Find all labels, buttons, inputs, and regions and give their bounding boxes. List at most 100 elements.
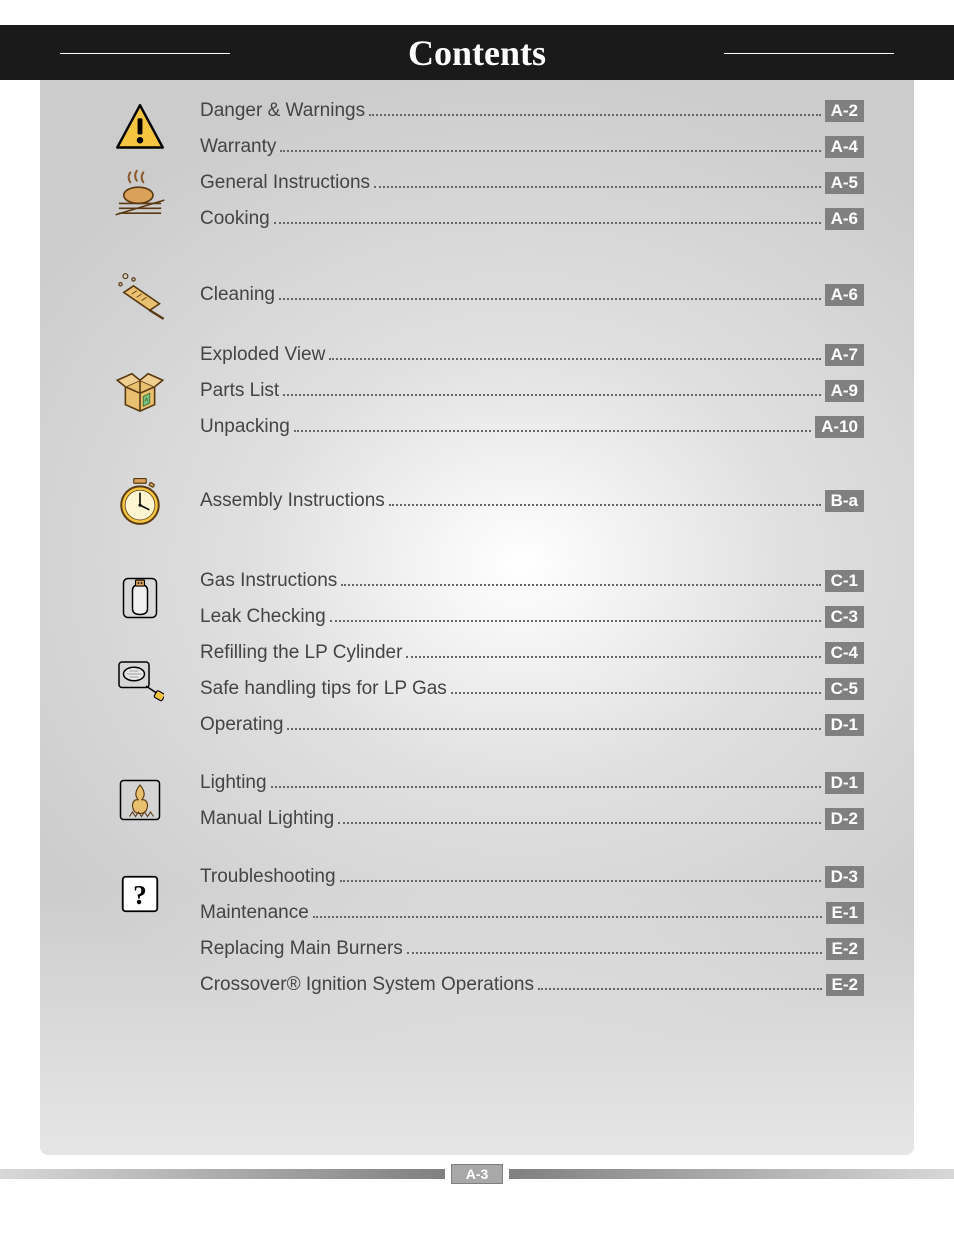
toc-group: ? Troubleshooting D-3 Maintenance E-1 Re… bbox=[80, 866, 864, 1010]
toc-row: Assembly Instructions B-a bbox=[200, 490, 864, 512]
toc-page-chip: A-5 bbox=[825, 172, 864, 194]
toc-leader-dots bbox=[294, 430, 811, 432]
toc-leader-dots bbox=[538, 988, 822, 990]
toc-lines: Gas Instructions C-1 Leak Checking C-3 R… bbox=[200, 570, 864, 750]
toc-leader-dots bbox=[407, 952, 822, 954]
cleaning-brush-icon bbox=[112, 266, 168, 322]
toc-label: Unpacking bbox=[200, 416, 290, 438]
header-bar: Contents bbox=[0, 25, 954, 80]
toc-label: Troubleshooting bbox=[200, 866, 336, 888]
toc-page-chip: C-3 bbox=[825, 606, 864, 628]
toc-group: Danger & Warnings A-2 Warranty A-4 Gener… bbox=[80, 100, 864, 244]
icon-column bbox=[80, 266, 200, 322]
toc-page-chip: A-2 bbox=[825, 100, 864, 122]
toc-label: Refilling the LP Cylinder bbox=[200, 642, 402, 664]
toc-row: Danger & Warnings A-2 bbox=[200, 100, 864, 122]
icon-column: ? bbox=[80, 866, 200, 922]
toc-leader-dots bbox=[330, 620, 821, 622]
toc-leader-dots bbox=[406, 656, 820, 658]
toc-page-chip: C-5 bbox=[825, 678, 864, 700]
smoke-box-icon bbox=[112, 652, 168, 708]
toc-label: Replacing Main Burners bbox=[200, 938, 403, 960]
toc-row: Exploded View A-7 bbox=[200, 344, 864, 366]
toc-lines: Danger & Warnings A-2 Warranty A-4 Gener… bbox=[200, 100, 864, 244]
toc-row: Crossover® Ignition System Operations E-… bbox=[200, 974, 864, 996]
toc-page-chip: D-3 bbox=[825, 866, 864, 888]
footer-bar: A-3 bbox=[0, 1168, 954, 1180]
toc-page-chip: A-6 bbox=[825, 284, 864, 306]
toc-lines: Exploded View A-7 Parts List A-9 Unpacki… bbox=[200, 344, 864, 452]
propane-tank-icon bbox=[112, 570, 168, 626]
icon-column bbox=[80, 570, 200, 708]
toc-leader-dots bbox=[271, 786, 821, 788]
toc-label: Crossover® Ignition System Operations bbox=[200, 974, 534, 996]
toc-label: Assembly Instructions bbox=[200, 490, 385, 512]
toc-group: Assembly Instructions B-a bbox=[80, 474, 864, 530]
toc-row: Cooking A-6 bbox=[200, 208, 864, 230]
toc-label: Leak Checking bbox=[200, 606, 326, 628]
toc-page-chip: E-2 bbox=[826, 938, 864, 960]
toc-row: Replacing Main Burners E-2 bbox=[200, 938, 864, 960]
icon-column bbox=[80, 100, 200, 220]
footer-gradient-right bbox=[509, 1169, 954, 1179]
toc-row: General Instructions A-5 bbox=[200, 172, 864, 194]
flame-box-icon bbox=[112, 772, 168, 828]
toc-row: Troubleshooting D-3 bbox=[200, 866, 864, 888]
icon-column bbox=[80, 474, 200, 530]
toc-leader-dots bbox=[341, 584, 820, 586]
toc-page-chip: C-1 bbox=[825, 570, 864, 592]
toc-leader-dots bbox=[283, 394, 820, 396]
toc-group: Exploded View A-7 Parts List A-9 Unpacki… bbox=[80, 344, 864, 452]
toc-lines: Troubleshooting D-3 Maintenance E-1 Repl… bbox=[200, 866, 864, 1010]
toc-row: Lighting D-1 bbox=[200, 772, 864, 794]
toc-leader-dots bbox=[329, 358, 820, 360]
toc-leader-dots bbox=[340, 880, 821, 882]
toc-row: Warranty A-4 bbox=[200, 136, 864, 158]
toc-lines: Lighting D-1 Manual Lighting D-2 bbox=[200, 772, 864, 844]
toc-page-chip: A-10 bbox=[815, 416, 864, 438]
toc-page-chip: C-4 bbox=[825, 642, 864, 664]
toc-page-chip: D-1 bbox=[825, 772, 864, 794]
toc-page-chip: D-2 bbox=[825, 808, 864, 830]
toc-label: Exploded View bbox=[200, 344, 325, 366]
warning-triangle-icon bbox=[112, 100, 168, 156]
toc-leader-dots bbox=[313, 916, 822, 918]
toc-leader-dots bbox=[280, 150, 820, 152]
toc-group: Gas Instructions C-1 Leak Checking C-3 R… bbox=[80, 570, 864, 750]
toc-label: Safe handling tips for LP Gas bbox=[200, 678, 447, 700]
grill-steam-icon bbox=[112, 164, 168, 220]
toc-row: Safe handling tips for LP Gas C-5 bbox=[200, 678, 864, 700]
toc-leader-dots bbox=[369, 114, 821, 116]
footer-page-number: A-3 bbox=[451, 1164, 504, 1184]
icon-column bbox=[80, 344, 200, 418]
toc-row: Maintenance E-1 bbox=[200, 902, 864, 924]
icon-column bbox=[80, 772, 200, 828]
toc-label: Cleaning bbox=[200, 284, 275, 306]
toc-label: Manual Lighting bbox=[200, 808, 334, 830]
stopwatch-icon bbox=[112, 474, 168, 530]
toc-leader-dots bbox=[451, 692, 821, 694]
toc-label: Warranty bbox=[200, 136, 276, 158]
toc-page-chip: B-a bbox=[825, 490, 864, 512]
toc-page-chip: A-7 bbox=[825, 344, 864, 366]
header-rule-right bbox=[724, 53, 894, 54]
toc-row: Gas Instructions C-1 bbox=[200, 570, 864, 592]
toc-label: Cooking bbox=[200, 208, 270, 230]
header-rule-left bbox=[60, 53, 230, 54]
toc-leader-dots bbox=[374, 186, 821, 188]
toc-leader-dots bbox=[279, 298, 821, 300]
toc-row: Refilling the LP Cylinder C-4 bbox=[200, 642, 864, 664]
toc-leader-dots bbox=[274, 222, 821, 224]
toc-page-chip: D-1 bbox=[825, 714, 864, 736]
toc-row: Leak Checking C-3 bbox=[200, 606, 864, 628]
question-box-icon: ? bbox=[112, 866, 168, 922]
toc-group: Lighting D-1 Manual Lighting D-2 bbox=[80, 772, 864, 844]
toc-label: Parts List bbox=[200, 380, 279, 402]
toc-leader-dots bbox=[389, 504, 821, 506]
footer-gradient-left bbox=[0, 1169, 445, 1179]
open-box-icon bbox=[112, 362, 168, 418]
toc-label: Danger & Warnings bbox=[200, 100, 365, 122]
toc-page-chip: A-6 bbox=[825, 208, 864, 230]
toc-row: Operating D-1 bbox=[200, 714, 864, 736]
toc-row: Manual Lighting D-2 bbox=[200, 808, 864, 830]
